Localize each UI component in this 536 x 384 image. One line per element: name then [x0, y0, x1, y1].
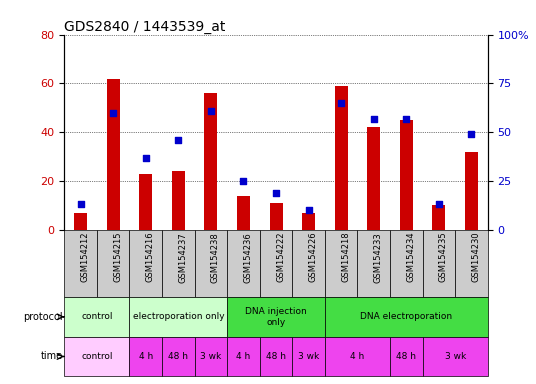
- Point: [272, 190, 280, 196]
- Bar: [130, 297, 227, 337]
- Bar: [227, 297, 325, 337]
- Bar: [422, 230, 455, 297]
- Text: time: time: [41, 351, 63, 361]
- Point: [435, 201, 443, 207]
- Bar: [367, 127, 380, 230]
- Bar: [130, 337, 162, 376]
- Text: 3 wk: 3 wk: [298, 352, 319, 361]
- Text: protocol: protocol: [23, 312, 63, 322]
- Bar: [107, 78, 120, 230]
- Point: [206, 108, 215, 114]
- Text: electroporation only: electroporation only: [132, 312, 224, 321]
- Text: 48 h: 48 h: [396, 352, 416, 361]
- Bar: [162, 337, 195, 376]
- Text: GSM154233: GSM154233: [374, 232, 383, 283]
- Point: [239, 178, 248, 184]
- Bar: [433, 205, 445, 230]
- Bar: [325, 337, 390, 376]
- Point: [174, 137, 183, 143]
- Bar: [292, 337, 325, 376]
- Text: DNA electroporation: DNA electroporation: [360, 312, 452, 321]
- Bar: [64, 297, 130, 337]
- Point: [304, 207, 313, 214]
- Text: 4 h: 4 h: [351, 352, 364, 361]
- Point: [337, 100, 346, 106]
- Bar: [227, 337, 260, 376]
- Point: [142, 154, 150, 161]
- Bar: [162, 230, 195, 297]
- Text: GSM154237: GSM154237: [178, 232, 187, 283]
- Text: GDS2840 / 1443539_at: GDS2840 / 1443539_at: [64, 20, 226, 33]
- Bar: [455, 230, 488, 297]
- Bar: [390, 230, 422, 297]
- Bar: [302, 213, 315, 230]
- Bar: [422, 337, 488, 376]
- Bar: [292, 230, 325, 297]
- Bar: [172, 171, 185, 230]
- Bar: [139, 174, 152, 230]
- Text: GSM154216: GSM154216: [146, 232, 155, 283]
- Text: GSM154218: GSM154218: [341, 232, 350, 283]
- Text: GSM154222: GSM154222: [276, 232, 285, 282]
- Bar: [64, 230, 97, 297]
- Text: GSM154234: GSM154234: [406, 232, 415, 283]
- Point: [109, 109, 117, 116]
- Bar: [260, 337, 292, 376]
- Text: control: control: [81, 312, 113, 321]
- Bar: [195, 230, 227, 297]
- Bar: [465, 152, 478, 230]
- Bar: [325, 297, 488, 337]
- Text: 48 h: 48 h: [266, 352, 286, 361]
- Bar: [237, 196, 250, 230]
- Bar: [325, 230, 358, 297]
- Bar: [195, 337, 227, 376]
- Point: [76, 201, 85, 207]
- Text: GSM154212: GSM154212: [80, 232, 90, 282]
- Text: DNA injection
only: DNA injection only: [245, 307, 307, 326]
- Bar: [260, 230, 292, 297]
- Text: 3 wk: 3 wk: [200, 352, 221, 361]
- Text: 4 h: 4 h: [139, 352, 153, 361]
- Bar: [64, 337, 130, 376]
- Text: GSM154238: GSM154238: [211, 232, 220, 283]
- Bar: [227, 230, 260, 297]
- Bar: [334, 86, 348, 230]
- Point: [467, 131, 476, 137]
- Text: 4 h: 4 h: [236, 352, 251, 361]
- Text: GSM154226: GSM154226: [309, 232, 318, 283]
- Bar: [400, 120, 413, 230]
- Bar: [97, 230, 130, 297]
- Bar: [358, 230, 390, 297]
- Bar: [74, 213, 87, 230]
- Bar: [270, 203, 282, 230]
- Text: control: control: [81, 352, 113, 361]
- Text: GSM154236: GSM154236: [243, 232, 252, 283]
- Point: [369, 116, 378, 122]
- Text: 3 wk: 3 wk: [444, 352, 466, 361]
- Text: 48 h: 48 h: [168, 352, 188, 361]
- Bar: [130, 230, 162, 297]
- Text: GSM154230: GSM154230: [472, 232, 480, 283]
- Bar: [204, 93, 218, 230]
- Bar: [390, 337, 422, 376]
- Point: [402, 116, 411, 122]
- Text: GSM154215: GSM154215: [113, 232, 122, 282]
- Text: GSM154235: GSM154235: [439, 232, 448, 283]
